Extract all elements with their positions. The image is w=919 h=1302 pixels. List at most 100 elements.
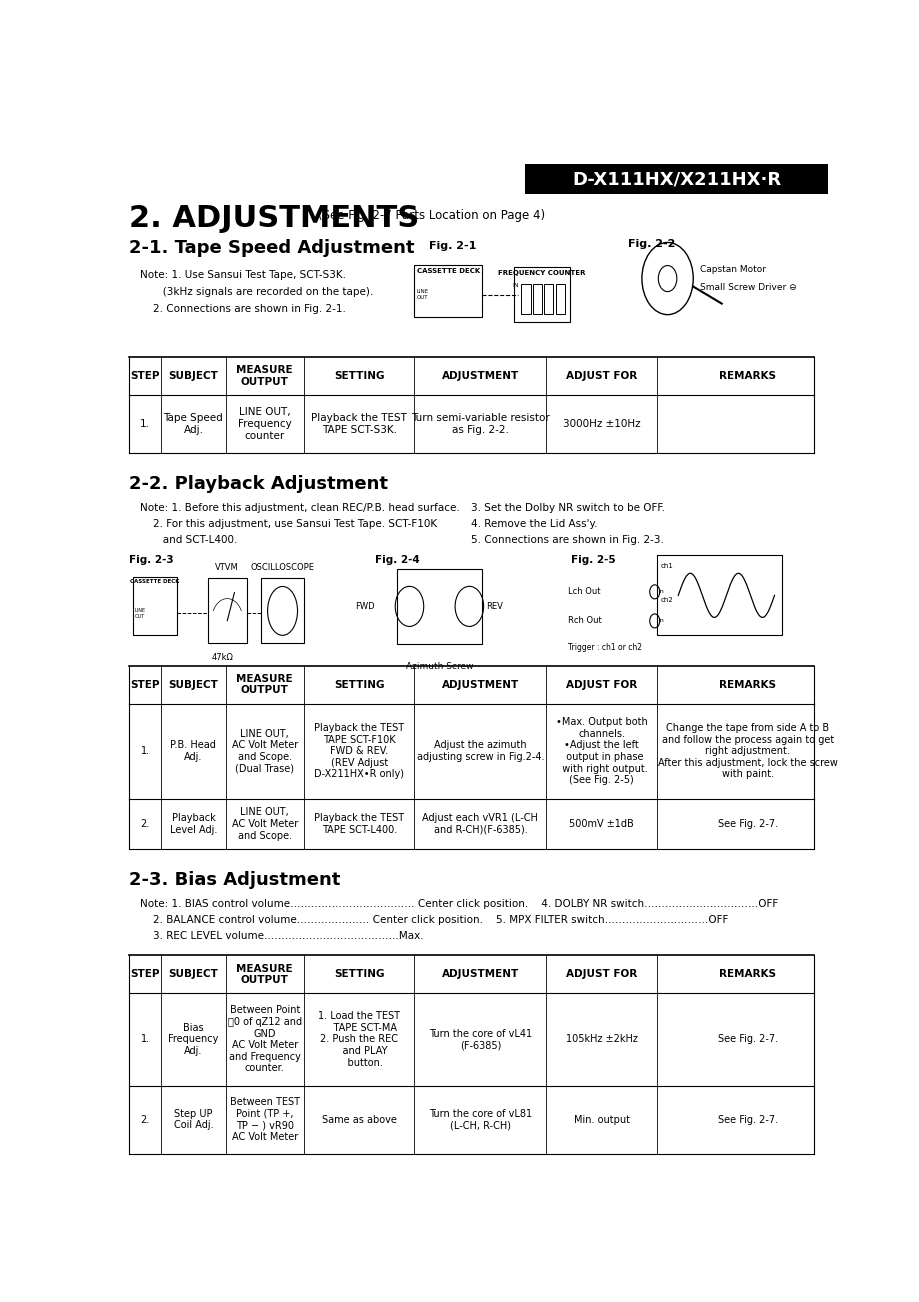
Text: 2.: 2.	[141, 1115, 150, 1125]
FancyBboxPatch shape	[544, 284, 553, 314]
Text: 2.: 2.	[141, 819, 150, 829]
Text: Fig. 2-4: Fig. 2-4	[375, 555, 420, 565]
Text: 2. Connections are shown in Fig. 2-1.: 2. Connections are shown in Fig. 2-1.	[140, 303, 346, 314]
Text: REV: REV	[485, 602, 502, 611]
Text: LINE
OUT: LINE OUT	[134, 608, 145, 618]
Text: Trigger : ch1 or ch2: Trigger : ch1 or ch2	[567, 643, 641, 652]
Text: 1.: 1.	[141, 1035, 150, 1044]
Text: REMARKS: REMARKS	[719, 371, 776, 380]
Text: Same as above: Same as above	[322, 1115, 396, 1125]
Text: 5. Connections are shown in Fig. 2-3.: 5. Connections are shown in Fig. 2-3.	[471, 535, 664, 546]
Text: LINE
OUT: LINE OUT	[416, 289, 428, 301]
Text: 4. Remove the Lid Ass'y.: 4. Remove the Lid Ass'y.	[471, 519, 597, 529]
Text: (See Fig. 2-7 Parts Location on Page 4): (See Fig. 2-7 Parts Location on Page 4)	[318, 210, 545, 223]
Text: Playback the TEST
TAPE SCT-S3K.: Playback the TEST TAPE SCT-S3K.	[311, 413, 407, 435]
Text: SUBJECT: SUBJECT	[168, 371, 218, 380]
Text: 1. Load the TEST
    TAPE SCT-MA
2. Push the REC
    and PLAY
    button.: 1. Load the TEST TAPE SCT-MA 2. Push the…	[318, 1012, 400, 1068]
Text: IN: IN	[512, 283, 518, 288]
Text: 105kHz ±2kHz: 105kHz ±2kHz	[565, 1035, 637, 1044]
Text: 2. ADJUSTMENTS: 2. ADJUSTMENTS	[129, 204, 419, 233]
Text: CASSETTE DECK: CASSETTE DECK	[130, 579, 179, 585]
Text: Rch Out: Rch Out	[567, 616, 601, 625]
Text: 1.: 1.	[141, 746, 150, 756]
Text: and SCT-L400.: and SCT-L400.	[140, 535, 237, 546]
FancyBboxPatch shape	[555, 284, 564, 314]
Text: See Fig. 2-7.: See Fig. 2-7.	[717, 1115, 777, 1125]
Text: Adjust each vVR1 (L-CH
and R-CH)(F-6385).: Adjust each vVR1 (L-CH and R-CH)(F-6385)…	[422, 814, 538, 835]
Text: ADJUST FOR: ADJUST FOR	[565, 371, 637, 380]
Text: ADJUSTMENT: ADJUSTMENT	[441, 680, 518, 690]
Text: Step UP
Coil Adj.: Step UP Coil Adj.	[174, 1109, 213, 1130]
Text: ADJUSTMENT: ADJUSTMENT	[441, 969, 518, 979]
Text: CASSETTE DECK: CASSETTE DECK	[416, 267, 480, 273]
Text: REMARKS: REMARKS	[719, 680, 776, 690]
Text: Between Point
⑀0 of qZ12 and
GND
AC Volt Meter
and Frequency
counter.: Between Point ⑀0 of qZ12 and GND AC Volt…	[227, 1005, 301, 1073]
Text: MEASURE
OUTPUT: MEASURE OUTPUT	[236, 963, 293, 986]
Text: MEASURE
OUTPUT: MEASURE OUTPUT	[236, 673, 293, 695]
Text: 2. For this adjustment, use Sansui Test Tape. SCT-F10K: 2. For this adjustment, use Sansui Test …	[140, 519, 437, 529]
Text: VTVM: VTVM	[215, 564, 239, 573]
Text: ch2: ch2	[660, 598, 673, 603]
Text: Note: 1. Use Sansui Test Tape, SCT-S3K.: Note: 1. Use Sansui Test Tape, SCT-S3K.	[140, 270, 346, 280]
Text: Note: 1. BIAS control volume……………………………… Center click position.    4. DOLBY NR s: Note: 1. BIAS control volume…………………………………	[140, 900, 777, 909]
Text: 3. REC LEVEL volume…………………………………Max.: 3. REC LEVEL volume…………………………………Max.	[140, 931, 423, 941]
Text: Change the tape from side A to B
and follow the process again to get
right adjus: Change the tape from side A to B and fol…	[657, 723, 837, 780]
FancyBboxPatch shape	[208, 578, 246, 643]
FancyBboxPatch shape	[261, 578, 303, 643]
Text: LINE OUT,
Frequency
counter: LINE OUT, Frequency counter	[238, 408, 291, 440]
Text: ADJUST FOR: ADJUST FOR	[565, 680, 637, 690]
FancyBboxPatch shape	[396, 569, 482, 644]
Text: 2-2. Playback Adjustment: 2-2. Playback Adjustment	[129, 475, 388, 493]
Text: FREQUENCY COUNTER: FREQUENCY COUNTER	[498, 270, 585, 276]
Text: STEP: STEP	[130, 969, 160, 979]
Text: ch1: ch1	[660, 564, 673, 569]
Text: See Fig. 2-7.: See Fig. 2-7.	[717, 819, 777, 829]
Text: Playback
Level Adj.: Playback Level Adj.	[170, 814, 217, 835]
Text: 500mV ±1dB: 500mV ±1dB	[569, 819, 633, 829]
Text: (3kHz signals are recorded on the tape).: (3kHz signals are recorded on the tape).	[140, 286, 373, 297]
Text: REMARKS: REMARKS	[719, 969, 776, 979]
FancyBboxPatch shape	[521, 284, 530, 314]
Text: Between TEST
Point (TP +,
TP − ) vR90
AC Volt Meter: Between TEST Point (TP +, TP − ) vR90 AC…	[230, 1098, 300, 1142]
Text: 1.: 1.	[141, 419, 150, 428]
Text: STEP: STEP	[130, 371, 160, 380]
Text: STEP: STEP	[130, 680, 160, 690]
Text: Note: 1. Before this adjustment, clean REC/P.B. head surface.: Note: 1. Before this adjustment, clean R…	[140, 503, 459, 513]
Text: LINE OUT,
AC Volt Meter
and Scope.: LINE OUT, AC Volt Meter and Scope.	[232, 807, 298, 841]
FancyBboxPatch shape	[656, 555, 781, 635]
Text: OSCILLOSCOPE: OSCILLOSCOPE	[250, 564, 314, 573]
Text: Turn the core of vL41
(F-6385): Turn the core of vL41 (F-6385)	[428, 1029, 531, 1051]
Text: LINE OUT,
AC Volt Meter
and Scope.
(Dual Trase): LINE OUT, AC Volt Meter and Scope. (Dual…	[232, 729, 298, 773]
FancyBboxPatch shape	[525, 164, 827, 194]
Text: Turn the core of vL81
(L-CH, R-CH): Turn the core of vL81 (L-CH, R-CH)	[428, 1109, 531, 1130]
FancyBboxPatch shape	[514, 267, 569, 322]
Text: Adjust the azimuth
adjusting screw in Fig.2-4.: Adjust the azimuth adjusting screw in Fi…	[416, 741, 543, 762]
Text: See Fig. 2-7.: See Fig. 2-7.	[717, 1035, 777, 1044]
Text: SUBJECT: SUBJECT	[168, 680, 218, 690]
Text: 2-3. Bias Adjustment: 2-3. Bias Adjustment	[129, 871, 340, 889]
Text: ADJUST FOR: ADJUST FOR	[565, 969, 637, 979]
Text: Fig. 2-2: Fig. 2-2	[628, 240, 675, 250]
Text: SETTING: SETTING	[334, 371, 384, 380]
Text: ADJUSTMENT: ADJUSTMENT	[441, 371, 518, 380]
Text: MEASURE
OUTPUT: MEASURE OUTPUT	[236, 365, 293, 387]
Text: SETTING: SETTING	[334, 680, 384, 690]
Text: D-X111HX/X211HX·R: D-X111HX/X211HX·R	[572, 171, 780, 189]
Text: •Max. Output both
channels.
•Adjust the left
  output in phase
  with right outp: •Max. Output both channels. •Adjust the …	[555, 717, 647, 785]
Text: Lch Out: Lch Out	[567, 587, 599, 596]
Text: Capstan Motor: Capstan Motor	[698, 266, 765, 273]
Text: Turn semi-variable resistor
as Fig. 2-2.: Turn semi-variable resistor as Fig. 2-2.	[411, 413, 550, 435]
Text: P.B. Head
Adj.: P.B. Head Adj.	[170, 741, 216, 762]
Text: in: in	[658, 590, 664, 594]
Text: Playback the TEST
TAPE SCT-L400.: Playback the TEST TAPE SCT-L400.	[313, 814, 403, 835]
Text: 2-1. Tape Speed Adjustment: 2-1. Tape Speed Adjustment	[129, 240, 414, 258]
Text: Fig. 2-1: Fig. 2-1	[428, 241, 475, 251]
Text: Fig. 2-3: Fig. 2-3	[129, 555, 174, 565]
Text: Azimuth Screw: Azimuth Screw	[405, 661, 472, 671]
Text: SETTING: SETTING	[334, 969, 384, 979]
FancyBboxPatch shape	[532, 284, 541, 314]
Text: 3. Set the Dolby NR switch to be OFF.: 3. Set the Dolby NR switch to be OFF.	[471, 503, 664, 513]
Text: Min. output: Min. output	[573, 1115, 629, 1125]
Text: Bias
Frequency
Adj.: Bias Frequency Adj.	[168, 1023, 219, 1056]
Text: Playback the TEST
TAPE SCT-F10K
FWD & REV.
(REV Adjust
D-X211HX•R only): Playback the TEST TAPE SCT-F10K FWD & RE…	[313, 723, 403, 780]
